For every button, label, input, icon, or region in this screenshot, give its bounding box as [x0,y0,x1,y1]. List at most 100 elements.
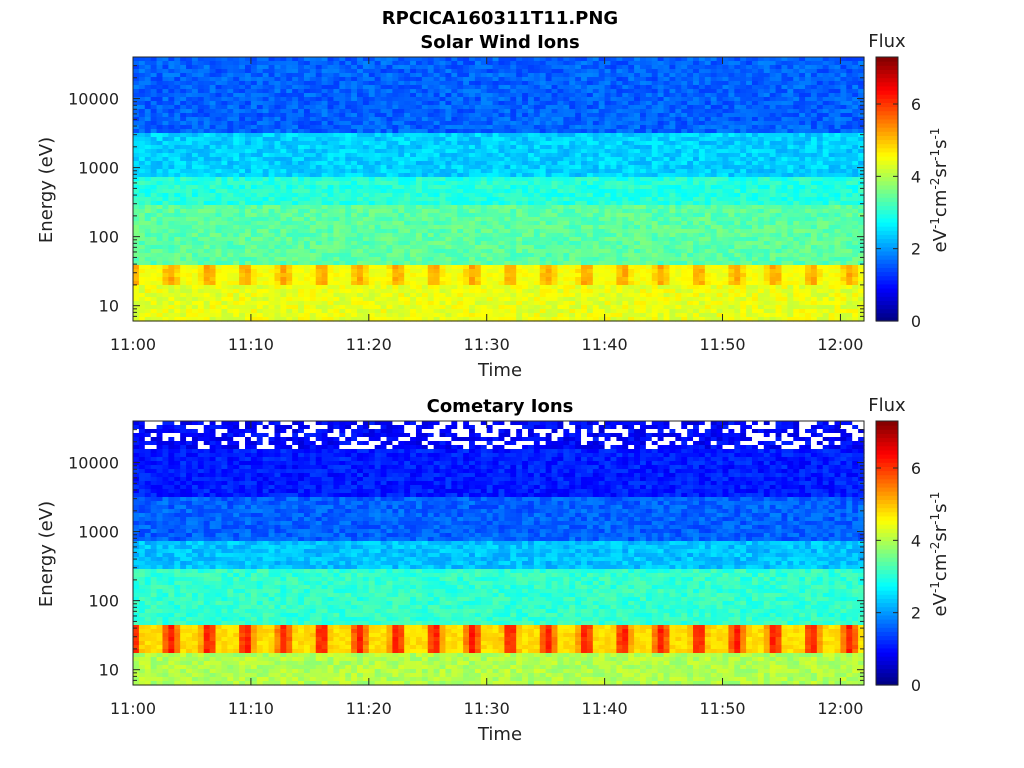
heatmap-cell [381,125,388,130]
heatmap-cell [381,129,388,134]
heatmap-cell [787,205,794,210]
heatmap-cell [740,117,747,122]
heatmap-cell [781,145,788,150]
heatmap-cell [540,161,547,166]
heatmap-cell [274,85,281,90]
heatmap-cell [333,189,340,194]
heatmap-cell [451,153,458,158]
heatmap-cell [386,97,393,102]
heatmap-cell [328,81,335,86]
heatmap-cell [823,129,830,134]
heatmap-cell [510,189,517,194]
heatmap-cell [410,121,417,126]
heatmap-cell [328,173,335,178]
heatmap-cell [404,173,411,178]
heatmap-cell [227,189,234,194]
heatmap-cell [628,141,635,146]
heatmap-cell [381,101,388,106]
heatmap-cell [752,109,759,114]
heatmap-cell [740,181,747,186]
heatmap-cell [221,133,228,138]
heatmap-cell [793,173,800,178]
heatmap-cell [286,97,293,102]
heatmap-cell [540,129,547,134]
heatmap-cell [605,189,612,194]
heatmap-cell [634,85,641,90]
heatmap-cell [675,173,682,178]
heatmap-cell [705,161,712,166]
heatmap-cell [162,141,169,146]
heatmap-cell [369,169,376,174]
heatmap-cell [581,205,588,210]
heatmap-cell [351,197,358,202]
heatmap-cell [463,177,470,182]
heatmap-cell [227,217,234,222]
heatmap-cell [310,153,317,158]
heatmap-cell [776,69,783,74]
heatmap-cell [611,133,618,138]
heatmap-cell [162,205,169,210]
heatmap-cell [398,93,405,98]
heatmap-cell [781,173,788,178]
heatmap-cell [705,205,712,210]
heatmap-cell [611,57,618,62]
heatmap-cell [139,137,146,142]
heatmap-cell [746,145,753,150]
heatmap-cell [569,189,576,194]
heatmap-cell [522,209,529,214]
heatmap-cell [386,125,393,130]
heatmap-cell [386,57,393,62]
heatmap-cell [304,165,311,170]
heatmap-cell [776,185,783,190]
heatmap-cell [404,89,411,94]
heatmap-cell [428,73,435,78]
heatmap-cell [451,197,458,202]
heatmap-cell [457,193,464,198]
heatmap-cell [711,133,718,138]
heatmap-cell [622,181,629,186]
heatmap-cell [487,169,494,174]
heatmap-cell [451,137,458,142]
heatmap-cell [381,153,388,158]
heatmap-cell [404,101,411,106]
heatmap-cell [339,133,346,138]
heatmap-cell [681,149,688,154]
heatmap-cell [681,205,688,210]
heatmap-cell [546,121,553,126]
heatmap-cell [216,185,223,190]
heatmap-cell [752,73,759,78]
heatmap-cell [451,209,458,214]
heatmap-cell [251,189,258,194]
heatmap-cell [528,77,535,82]
heatmap-cell [628,125,635,130]
heatmap-cell [475,133,482,138]
heatmap-cell [192,145,199,150]
heatmap-cell [251,205,258,210]
heatmap-cell [622,121,629,126]
heatmap-cell [345,89,352,94]
heatmap-cell [180,113,187,118]
heatmap-cell [846,197,853,202]
heatmap-cell [499,157,506,162]
heatmap-cell [634,213,641,218]
heatmap-cell [221,141,228,146]
heatmap-cell [221,65,228,70]
heatmap-cell [640,149,647,154]
heatmap-cell [151,165,158,170]
heatmap-cell [852,197,859,202]
heatmap-cell [274,113,281,118]
heatmap-cell [717,189,724,194]
heatmap-cell [510,77,517,82]
heatmap-cell [198,145,205,150]
heatmap-cell [646,213,653,218]
heatmap-cell [793,161,800,166]
heatmap-cell [776,189,783,194]
heatmap-cell [233,57,240,62]
heatmap-cell [369,121,376,126]
heatmap-cell [445,153,452,158]
heatmap-cell [151,213,158,218]
heatmap-cell [646,101,653,106]
heatmap-cell [693,213,700,218]
heatmap-cell [357,197,364,202]
heatmap-cell [616,133,623,138]
